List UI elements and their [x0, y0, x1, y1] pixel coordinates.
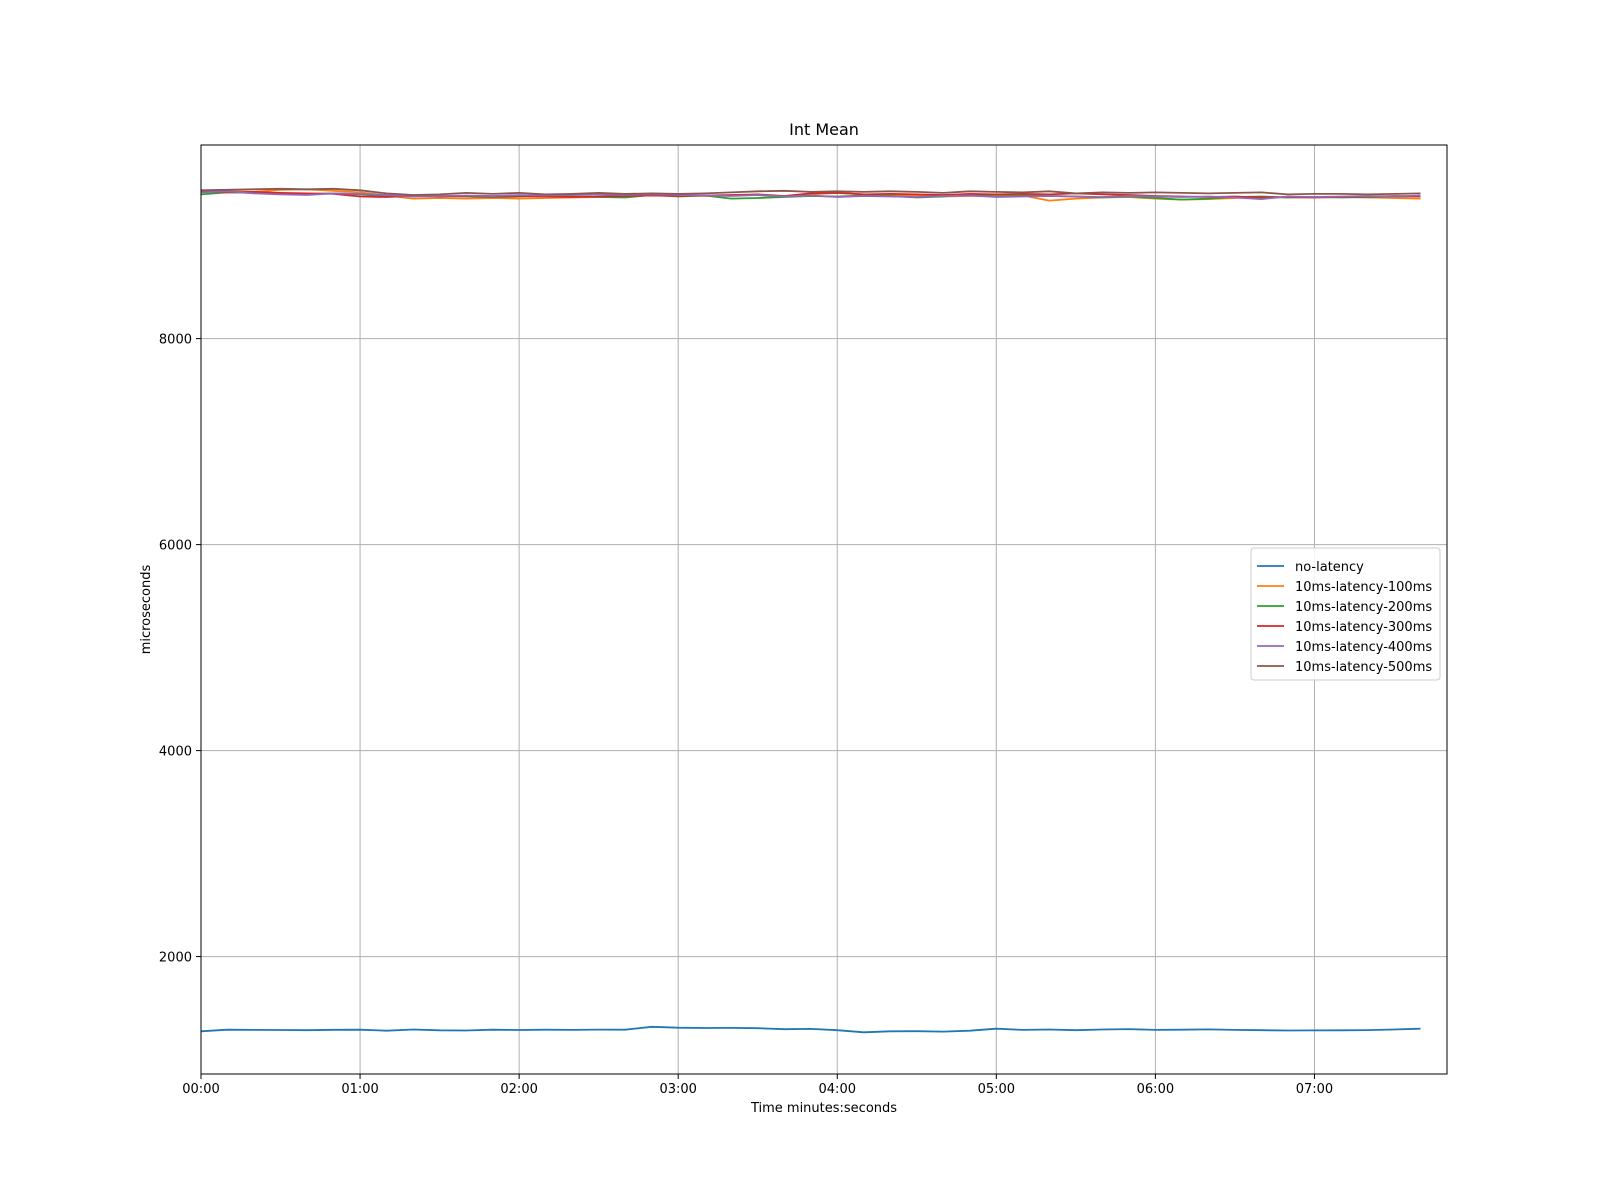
legend-label: 10ms-latency-500ms [1295, 660, 1432, 675]
y-tick-label: 6000 [159, 539, 192, 554]
series-lines [200, 187, 1421, 1034]
y-tick-label: 8000 [159, 333, 192, 348]
legend-label: 10ms-latency-300ms [1295, 620, 1432, 635]
x-tick-label: 04:00 [819, 1082, 856, 1097]
y-tick-label: 2000 [159, 951, 192, 966]
legend: no-latency 10ms-latency-100ms 10ms-latency… [1250, 547, 1441, 681]
chart-title: Int Mean [789, 120, 859, 139]
x-tick-label: 03:00 [659, 1082, 696, 1097]
legend-label: 10ms-latency-200ms [1295, 600, 1432, 615]
legend-box [1250, 547, 1441, 681]
x-axis-ticks: 00:00 01:00 02:00 03:00 04:00 05:00 06:00 07:00 [182, 1074, 1333, 1097]
series-line-10ms-latency-400ms [200, 190, 1421, 201]
x-tick-label: 07:00 [1296, 1082, 1333, 1097]
x-tick-label: 05:00 [978, 1082, 1015, 1097]
x-tick-label: 02:00 [500, 1082, 537, 1097]
series-line-no-latency [200, 1025, 1421, 1034]
x-tick-label: 01:00 [341, 1082, 378, 1097]
y-axis-label: microseconds [139, 564, 154, 654]
legend-label: 10ms-latency-400ms [1295, 640, 1432, 655]
x-tick-label: 00:00 [182, 1082, 219, 1097]
y-axis-ticks: 2000 4000 6000 8000 [159, 333, 201, 966]
y-tick-label: 4000 [159, 745, 192, 760]
x-axis-label: Time minutes:seconds [750, 1101, 897, 1116]
legend-label: no-latency [1295, 560, 1364, 575]
plot-frame [200, 144, 1448, 1075]
series-line-10ms-latency-500ms [200, 187, 1421, 196]
legend-label: 10ms-latency-100ms [1295, 580, 1432, 595]
x-tick-label: 06:00 [1137, 1082, 1174, 1097]
grid [200, 145, 1447, 1074]
